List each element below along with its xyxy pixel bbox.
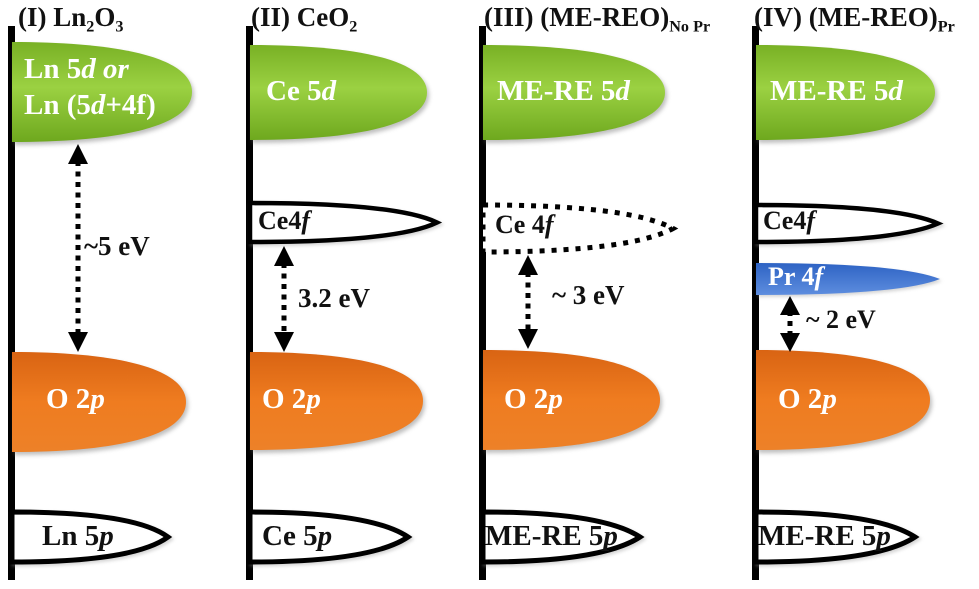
band-mere5p-ellipse-4 <box>753 509 920 565</box>
band-label-ce4f-4: Ce4f <box>763 206 815 235</box>
panel-1-title: (I) Ln2O3 <box>18 2 124 36</box>
gap-arrow-4 <box>780 296 800 352</box>
panel-2-title: (II) CeO2 <box>251 2 358 36</box>
band-label-ln5d: Ln 5d or Ln (5d+4f) <box>24 52 156 124</box>
energy-axis-panel-3 <box>479 26 486 580</box>
band-ce5p-ellipse <box>247 509 413 565</box>
band-label-ce4f-3: Ce 4f <box>495 210 554 239</box>
band-label-pr4f: Pr 4f <box>768 262 824 291</box>
band-label-ln5d-line1: Ln 5d or <box>24 53 129 85</box>
band-label-mere5d-4: ME-RE 5d <box>770 75 903 107</box>
band-label-o2p-2: O 2p <box>262 383 321 415</box>
energy-axis-panel-2 <box>246 26 253 580</box>
band-label-ce4f-2: Ce4f <box>258 206 310 235</box>
gap-value-1: ~5 eV <box>84 231 150 261</box>
band-pr4f-ellipse <box>756 263 940 295</box>
band-label-mere5p-3: ME-RE 5p <box>485 520 618 552</box>
gap-value-4: ~ 2 eV <box>806 305 876 334</box>
panel-4-title: (IV) (ME-REO)Pr <box>754 2 955 36</box>
band-ce4f-ellipse-4 <box>753 202 944 245</box>
band-ln5d-ellipse <box>12 42 192 142</box>
band-mere5d-ellipse-4 <box>756 45 935 140</box>
band-label-o2p-1: O 2p <box>46 383 105 415</box>
gap-arrow-3 <box>518 255 538 349</box>
band-label-o2p-4: O 2p <box>778 383 837 415</box>
band-ce4f-dotted-ellipse <box>480 202 679 255</box>
band-o2p-ellipse-4 <box>756 350 930 450</box>
band-o2p-ellipse-2 <box>250 352 423 450</box>
band-label-ln5d-line2: Ln (5d+4f) <box>24 88 156 121</box>
energy-axis-panel-1 <box>8 26 15 580</box>
band-mere5d-ellipse-3 <box>483 45 665 140</box>
band-ce4f-ellipse-2 <box>247 200 443 245</box>
band-label-o2p-3: O 2p <box>504 383 563 415</box>
band-o2p-ellipse-3 <box>483 350 660 450</box>
band-label-ce5p: Ce 5p <box>262 520 333 552</box>
band-o2p-ellipse-1 <box>12 352 186 452</box>
panel-3-title: (III) (ME-REO)No Pr <box>484 2 711 36</box>
band-ln5p-ellipse <box>9 509 173 565</box>
band-ce5d-ellipse <box>250 45 427 140</box>
band-mere5p-ellipse-3 <box>480 509 645 565</box>
gap-arrow-2 <box>274 246 294 352</box>
band-label-mere5d-3: ME-RE 5d <box>497 75 630 107</box>
gap-value-2: 3.2 eV <box>298 283 370 313</box>
energy-axis-panel-4 <box>752 26 759 580</box>
band-label-ln5p: Ln 5p <box>42 520 114 552</box>
gap-value-3: ~ 3 eV <box>552 280 625 310</box>
band-label-mere5p-4: ME-RE 5p <box>758 520 891 552</box>
gap-arrow-1 <box>68 144 88 352</box>
band-label-ce5d: Ce 5d <box>266 75 337 107</box>
